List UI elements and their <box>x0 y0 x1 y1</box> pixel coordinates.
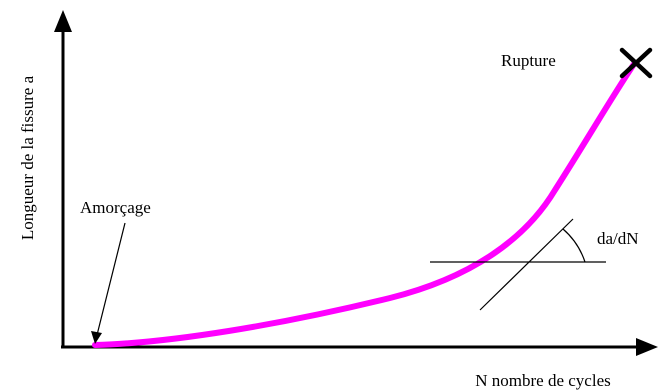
initiation-label: Amorçage <box>80 198 151 217</box>
crack-growth-curve <box>92 61 637 348</box>
slope-angle-arc <box>562 228 586 263</box>
x-axis <box>61 338 658 356</box>
x-axis-arrowhead <box>636 338 658 356</box>
y-axis-label: Longueur de la fissure a <box>18 75 37 240</box>
x-axis-label: N nombre de cycles <box>475 371 610 390</box>
y-axis-arrowhead <box>54 10 72 32</box>
initiation-arrow <box>91 222 126 344</box>
slope-label: da/dN <box>597 229 639 248</box>
y-axis <box>54 10 72 348</box>
cross-icon <box>619 47 653 79</box>
rupture-label: Rupture <box>501 51 556 70</box>
tangent-line <box>479 218 574 311</box>
